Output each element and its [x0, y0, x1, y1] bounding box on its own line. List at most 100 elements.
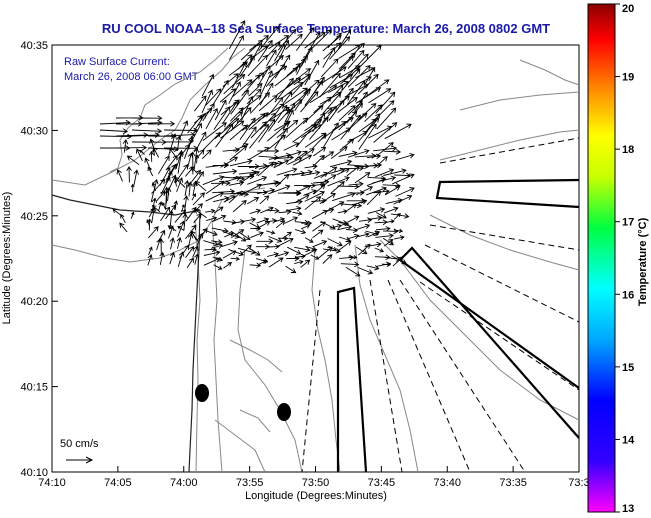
current-vector	[376, 142, 394, 157]
current-vector	[257, 65, 271, 87]
bathymetry-contours	[51, 47, 580, 473]
current-vector	[144, 157, 152, 171]
current-vector	[230, 107, 252, 132]
current-vector	[282, 231, 292, 239]
current-vector	[296, 123, 316, 148]
current-vector	[309, 85, 338, 104]
current-vector	[282, 81, 304, 98]
current-vector	[259, 112, 277, 130]
contour-line	[214, 419, 266, 473]
current-vector	[320, 66, 347, 85]
contour-line	[519, 59, 580, 86]
current-vector	[130, 183, 135, 193]
y-tick-label: 40:25	[20, 211, 48, 223]
current-vector	[313, 146, 327, 157]
current-vector	[320, 58, 339, 78]
current-vector	[246, 88, 262, 105]
x-tick-label: 73:3	[568, 477, 589, 489]
current-vector	[259, 70, 273, 97]
station-marker	[277, 403, 291, 421]
current-vector	[212, 168, 238, 175]
current-vector	[392, 173, 415, 185]
current-vector	[222, 250, 237, 259]
current-vector	[365, 113, 381, 133]
current-vector	[266, 41, 281, 58]
current-vector	[186, 257, 194, 269]
current-vector	[321, 105, 338, 123]
current-vector	[357, 267, 374, 275]
current-vector	[213, 264, 223, 270]
current-vector	[283, 189, 302, 196]
current-vector	[223, 111, 244, 130]
current-vector	[158, 237, 164, 256]
current-vector	[201, 149, 212, 160]
colorbar-tick-label: 17	[622, 217, 634, 229]
current-vector	[276, 167, 298, 176]
current-vector	[193, 112, 206, 132]
y-tick-label: 40:30	[20, 125, 48, 137]
current-vector	[287, 156, 303, 166]
current-vector	[258, 118, 276, 143]
current-vector	[268, 236, 283, 243]
current-vector	[268, 244, 280, 250]
current-vector	[285, 33, 303, 50]
current-vector	[347, 49, 365, 69]
current-vector	[292, 211, 303, 216]
current-vector	[381, 262, 392, 267]
current-vector	[147, 226, 159, 239]
current-vector	[126, 166, 132, 183]
current-vector	[375, 226, 391, 232]
current-vector	[148, 150, 155, 162]
current-vector	[339, 68, 361, 94]
current-vector	[294, 259, 304, 265]
current-vector	[358, 44, 382, 68]
current-vector	[340, 114, 361, 140]
current-vector	[294, 184, 312, 194]
current-vector	[211, 243, 224, 249]
chart-title: RU COOL NOAA–18 Sea Surface Temperature:…	[102, 21, 550, 36]
current-vector	[354, 91, 368, 112]
current-vector	[257, 39, 273, 62]
current-vector	[384, 185, 401, 196]
x-axis-label: Longitude (Degrees:Minutes)	[245, 490, 387, 502]
station-marker	[195, 384, 209, 402]
current-vector	[238, 217, 257, 223]
current-vector	[338, 221, 350, 227]
current-vector	[302, 170, 321, 177]
current-vector	[229, 107, 244, 122]
current-vector	[185, 245, 195, 258]
current-vector	[357, 103, 377, 121]
current-vector	[354, 223, 371, 231]
current-vector	[292, 154, 313, 166]
current-vector	[224, 232, 234, 238]
current-vector	[160, 206, 171, 222]
radial-line	[424, 244, 580, 323]
colorbar-tick-label: 13	[622, 503, 634, 515]
current-vector	[205, 107, 218, 130]
current-vector	[331, 191, 356, 202]
current-vector	[266, 230, 276, 235]
current-vector	[221, 240, 238, 248]
current-vector	[383, 206, 399, 214]
current-vector	[115, 132, 149, 138]
current-vector	[346, 53, 369, 78]
current-vector	[395, 153, 415, 161]
radial-line	[419, 281, 580, 391]
current-vector	[150, 178, 159, 203]
current-vector	[241, 74, 261, 96]
radial-line	[387, 279, 471, 473]
current-vector	[176, 177, 184, 193]
current-vector	[354, 172, 371, 184]
current-vector	[301, 148, 315, 158]
current-vector	[328, 99, 345, 121]
current-vector	[131, 128, 163, 134]
y-tick-label: 40:10	[20, 467, 48, 479]
colorbar-tick-label: 18	[622, 144, 634, 156]
current-vector	[366, 153, 382, 160]
contour-line	[229, 339, 283, 373]
current-vector	[357, 117, 380, 143]
current-vector	[212, 79, 229, 106]
current-vector	[338, 240, 352, 251]
current-vector	[296, 57, 306, 75]
current-vector	[323, 248, 341, 254]
